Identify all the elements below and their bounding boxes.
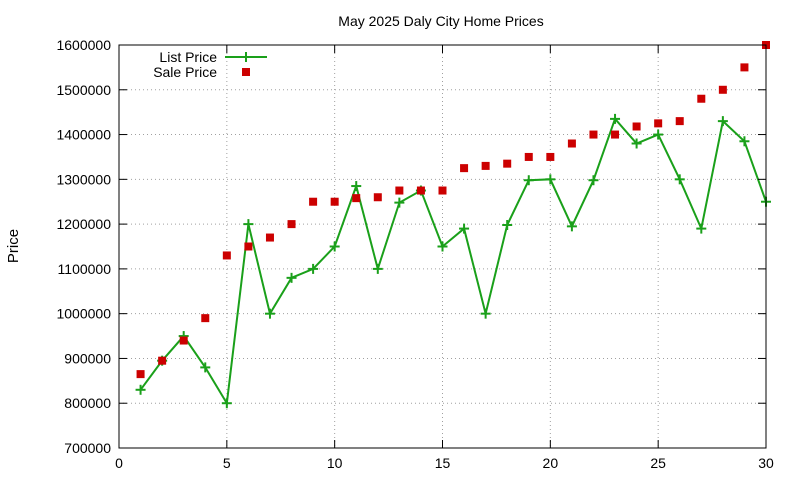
list-price-point [437, 241, 448, 252]
list-price-point [674, 174, 685, 185]
x-tick-label: 20 [543, 455, 559, 471]
y-tick-label: 1400000 [56, 127, 111, 143]
sale-price-point [265, 233, 274, 242]
sale-price-point [654, 119, 663, 128]
legend-marker [241, 52, 251, 62]
legend-label: Sale Price [153, 64, 217, 80]
sale-price-point [416, 186, 425, 195]
list-price-point [286, 272, 297, 283]
sale-price-point [632, 122, 641, 131]
y-tick-label: 900000 [64, 350, 111, 366]
sale-price-point [179, 336, 188, 345]
list-price-point [566, 221, 577, 232]
axis-ticks: 700000 800000 900000 1000000 1100000 1200000 1… [56, 37, 774, 471]
x-tick-label: 15 [435, 455, 451, 471]
list-price-point [243, 219, 254, 230]
y-tick-label: 1000000 [56, 306, 111, 322]
sale-price-point [481, 161, 490, 170]
x-tick-label: 25 [650, 455, 666, 471]
list-price-line [139, 116, 767, 407]
sale-price-point [524, 152, 533, 161]
sale-price-point [611, 130, 620, 139]
sale-price-point [503, 159, 512, 168]
list-price-point [372, 263, 383, 274]
sale-price-point [675, 117, 684, 126]
list-price-point [221, 398, 232, 409]
sale-price-point [287, 220, 296, 229]
y-tick-label: 1500000 [56, 82, 111, 98]
sale-price-point [158, 356, 167, 365]
sale-price-point [567, 139, 576, 148]
y-tick-label: 1600000 [56, 37, 111, 53]
list-price-point [480, 308, 491, 319]
sale-price-point [740, 63, 749, 72]
x-tick-label: 0 [115, 455, 123, 471]
list-price-point [264, 308, 275, 319]
sale-price-point [330, 197, 339, 206]
list-price-point [717, 116, 728, 127]
sale-price-point [309, 197, 318, 206]
list-price-point [308, 263, 319, 274]
list-price-point [200, 362, 211, 373]
x-tick-label: 10 [327, 455, 343, 471]
legend-label: List Price [159, 49, 217, 65]
list-price-point [610, 113, 621, 124]
sale-price-point [244, 242, 253, 251]
sale-price-point [697, 94, 706, 103]
sale-price-point [460, 164, 469, 173]
x-tick-label: 5 [223, 455, 231, 471]
sale-price-point [373, 193, 382, 202]
y-tick-label: 1100000 [58, 261, 112, 277]
y-tick-label: 1200000 [56, 216, 111, 232]
sale-price-point [136, 370, 145, 379]
list-price-point [135, 384, 146, 395]
sale-price-point [395, 186, 404, 195]
y-axis-label: Price [5, 229, 22, 263]
list-price-point [588, 175, 599, 186]
y-tick-label: 1300000 [56, 171, 111, 187]
chart-title: May 2025 Daly City Home Prices [338, 13, 543, 29]
legend-marker [242, 68, 250, 76]
list-price-point [459, 223, 470, 234]
sale-price-point [438, 186, 447, 195]
list-price-point [351, 181, 362, 192]
y-tick-label: 700000 [64, 440, 111, 456]
sale-price-point [201, 314, 210, 323]
list-price-point [696, 223, 707, 234]
sale-price-point [718, 85, 727, 94]
list-price-point [502, 220, 513, 231]
list-price-point [653, 129, 664, 140]
sale-price-point [546, 152, 555, 161]
list-price-point [394, 197, 405, 208]
list-price-point [739, 136, 750, 147]
list-price-point [631, 138, 642, 149]
list-price-point [545, 174, 556, 185]
sale-price-point [589, 130, 598, 139]
y-tick-label: 800000 [64, 395, 111, 411]
list-price-point [329, 241, 340, 252]
sale-price-point [352, 194, 361, 203]
list-price-point [523, 175, 534, 186]
sale-price-point [222, 251, 231, 260]
x-tick-label: 30 [758, 455, 774, 471]
